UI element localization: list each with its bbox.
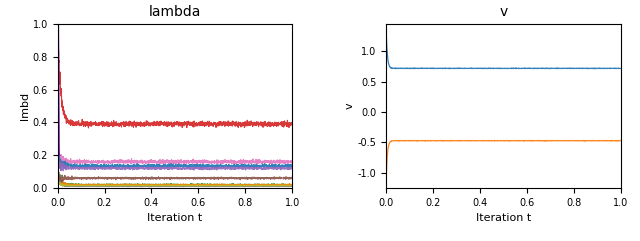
Y-axis label: lmbd: lmbd — [20, 92, 29, 120]
X-axis label: Iteration t: Iteration t — [147, 213, 202, 223]
Title: v: v — [499, 5, 508, 19]
Title: lambda: lambda — [148, 5, 201, 19]
X-axis label: Iteration t: Iteration t — [476, 213, 531, 223]
Y-axis label: v: v — [345, 103, 355, 109]
